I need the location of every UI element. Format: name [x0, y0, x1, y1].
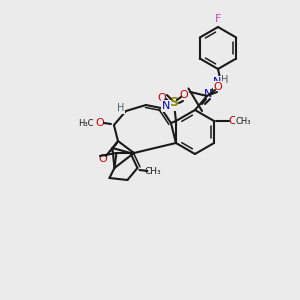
Text: H: H: [221, 75, 229, 85]
Text: H: H: [117, 103, 124, 113]
Text: O: O: [214, 82, 222, 92]
Text: O: O: [158, 93, 166, 103]
Text: N: N: [213, 77, 221, 87]
Text: H₃C: H₃C: [78, 118, 94, 127]
Text: CH₃: CH₃: [144, 167, 161, 176]
Text: F: F: [215, 14, 221, 24]
Text: O: O: [99, 154, 107, 164]
Text: O: O: [229, 116, 237, 126]
Text: N: N: [204, 89, 212, 99]
Text: O: O: [180, 90, 188, 100]
Text: N: N: [162, 101, 170, 111]
Text: CH₃: CH₃: [235, 116, 251, 125]
Text: O: O: [96, 118, 104, 128]
Text: S: S: [169, 97, 178, 110]
